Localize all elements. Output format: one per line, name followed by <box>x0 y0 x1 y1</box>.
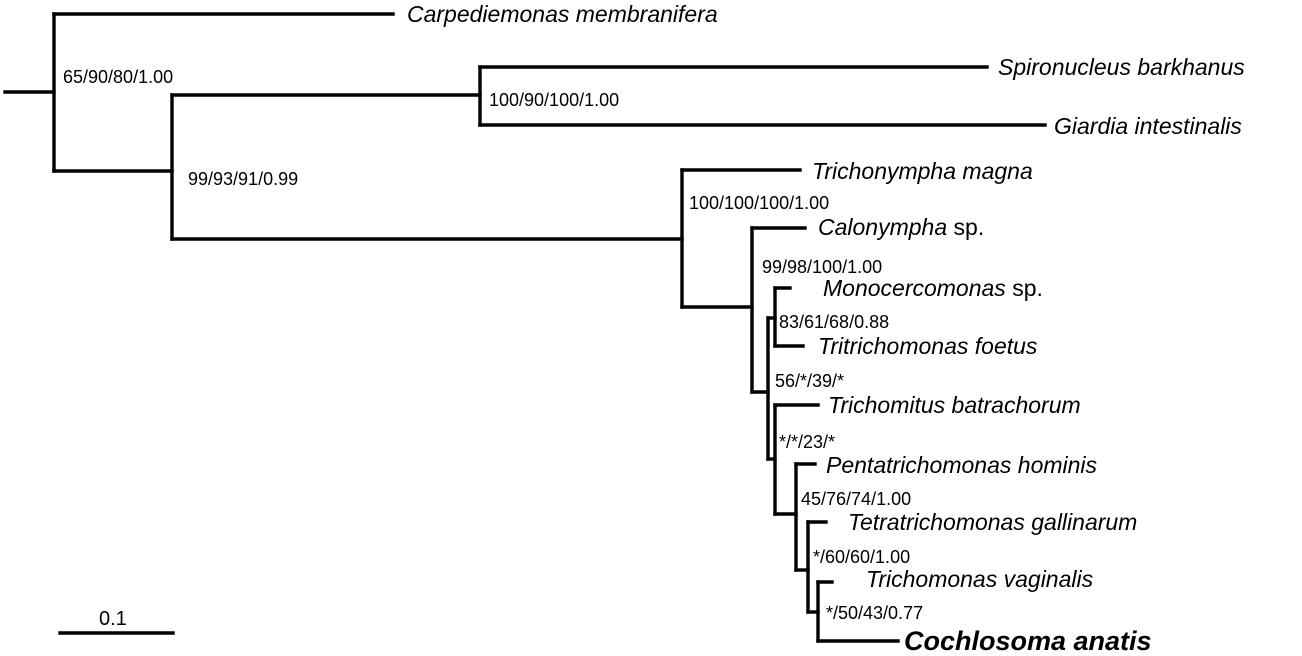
support-node-11: */50/43/0.77 <box>826 603 923 623</box>
taxon-carpediemonas: Carpediemonas membranifera <box>407 1 718 27</box>
taxon-monocercomonas-genus: Monocercomonas <box>823 275 1006 301</box>
taxon-monocercomonas-suffix: sp. <box>1006 275 1043 301</box>
support-node-8: */*/23/* <box>779 432 835 452</box>
taxon-monocercomonas: Monocercomonas sp. <box>823 275 1043 301</box>
support-node-1: 65/90/80/1.00 <box>63 67 173 87</box>
taxon-trichomonas: Trichomonas vaginalis <box>866 566 1094 592</box>
support-node-4: 100/100/100/1.00 <box>689 193 829 213</box>
support-node-2: 99/93/91/0.99 <box>188 169 298 189</box>
taxon-calonympha-suffix: sp. <box>947 214 984 240</box>
taxon-trichomitus: Trichomitus batrachorum <box>828 392 1081 418</box>
support-node-9: 45/76/74/1.00 <box>801 489 911 509</box>
taxon-spironucleus: Spironucleus barkhanus <box>998 54 1245 80</box>
taxon-cochlosoma: Cochlosoma anatis <box>904 626 1152 656</box>
taxon-tritrichomonas: Tritrichomonas foetus <box>818 333 1038 359</box>
support-node-10: */60/60/1.00 <box>813 547 910 567</box>
support-node-7: 56/*/39/* <box>775 371 844 391</box>
taxon-tetratrichomonas: Tetratrichomonas gallinarum <box>848 509 1137 535</box>
scale-bar-label: 0.1 <box>99 608 127 630</box>
support-node-6: 83/61/68/0.88 <box>779 312 889 332</box>
taxon-trichonympha: Trichonympha magna <box>812 158 1033 184</box>
support-node-3: 100/90/100/1.00 <box>489 90 619 110</box>
taxon-pentatrichomonas: Pentatrichomonas hominis <box>826 452 1098 478</box>
taxon-giardia: Giardia intestinalis <box>1054 113 1242 139</box>
support-node-5: 99/98/100/1.00 <box>762 257 882 277</box>
taxon-calonympha: Calonympha sp. <box>818 214 984 240</box>
taxon-calonympha-genus: Calonympha <box>818 214 947 240</box>
